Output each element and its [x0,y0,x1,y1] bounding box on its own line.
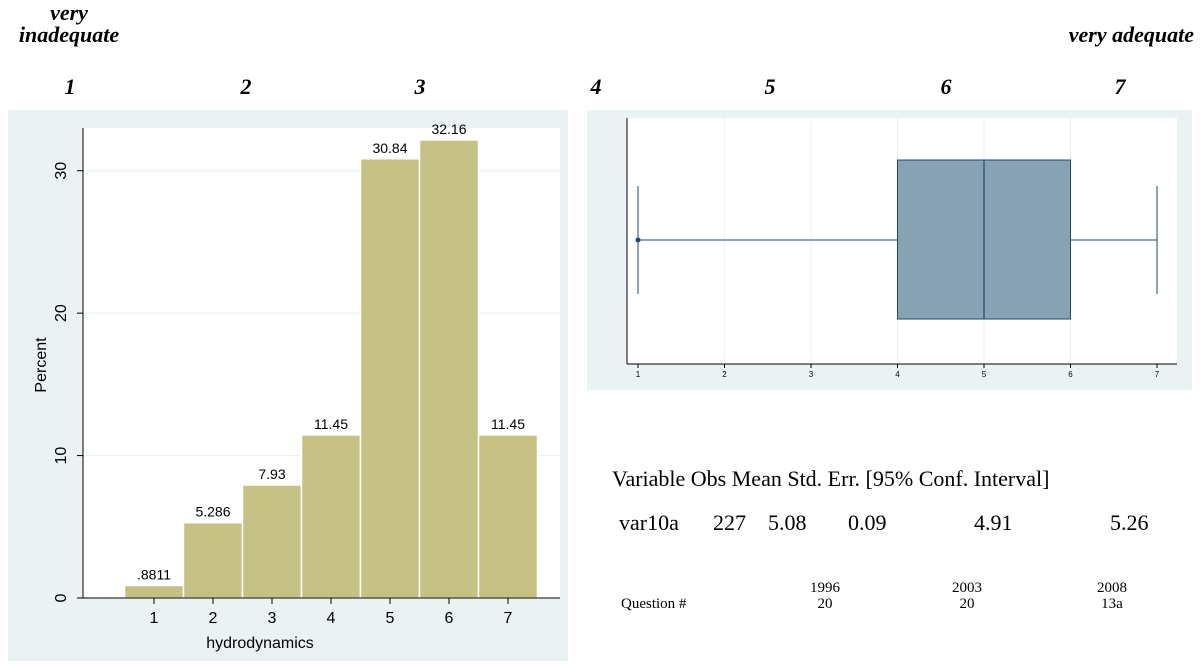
boxplot-x-tick-label: 5 [982,370,987,379]
stats-obs: 227 [713,510,746,535]
question-year: 2003 [952,580,982,596]
boxplot-x-tick-label: 2 [722,370,727,379]
histogram-bar-label: 5.286 [195,504,230,520]
question-2003: 2003 20 [937,580,997,612]
histogram-bar-label: 32.16 [431,121,466,137]
boxplot-x-tick-label: 3 [809,370,814,379]
histogram-y-tick-label: 30 [53,162,70,180]
histogram-x-tick-label: 3 [268,610,277,627]
histogram-bar [477,434,539,599]
histogram-bar-label: .8811 [137,566,171,582]
histogram-bar [123,584,185,599]
scale-number-1: 1 [64,74,76,99]
histogram-y-tick-label: 0 [53,593,70,602]
stats-header: Variable Obs Mean Std. Err. [95% Conf. I… [612,466,1050,491]
histogram-bar [182,521,244,599]
histogram-bar [359,158,421,599]
question-year: 1996 [810,580,840,596]
question-year: 2008 [1097,580,1127,596]
boxplot-min-marker [635,237,641,243]
scale-left-label-line1: very [50,0,88,25]
scale-number-6: 6 [940,74,952,99]
histogram-bar [300,434,362,599]
question-number: 20 [959,596,975,612]
boxplot-x-tick-label: 6 [1068,370,1073,379]
scale-left-label-line2: inadequate [18,22,120,47]
histogram-x-tick-label: 1 [150,610,159,627]
scale-number-5: 5 [764,74,776,99]
histogram-bar [241,484,303,599]
question-number: 20 [817,596,833,612]
histogram-x-tick-label: 4 [327,610,336,627]
scale-number-2: 2 [240,74,252,99]
boxplot-x-tick-label: 7 [1155,370,1160,379]
histogram-y-axis-label: Percent [33,337,50,393]
scale-right-label: very adequate [1068,22,1194,47]
question-number: 13a [1101,596,1123,612]
histogram-x-tick-label: 2 [209,610,218,627]
histogram-chart: 0 10 20 30 1 2 3 4 5 6 7 .8811 5.286 7.93 11.45 30.84 3… [33,121,560,652]
histogram-bar-label: 11.45 [491,416,525,432]
stats-ci-high: 5.26 [1110,510,1149,535]
histogram-x-tick-label: 7 [504,610,513,627]
histogram-bar-label: 30.84 [372,140,407,156]
histogram-bar-label: 11.45 [314,416,348,432]
histogram-y-tick-label: 20 [53,304,70,322]
boxplot-chart: 1 2 3 4 5 6 7 [626,118,1177,379]
question-2008: 2008 13a [1082,580,1142,612]
boxplot-x-tick-label: 1 [636,370,641,379]
histogram-x-tick-label: 5 [386,610,395,627]
scale-number-3: 3 [414,74,426,99]
stats-mean: 5.08 [768,510,807,535]
question-label: Question # [621,596,687,612]
stats-std-err: 0.09 [848,510,887,535]
boxplot-x-tick-label: 4 [895,370,900,379]
histogram-bar-label: 7.93 [258,466,285,482]
scale-left-label: very inadequate [14,2,124,46]
scale-number-4: 4 [590,74,602,99]
histogram-x-tick-label: 6 [445,610,454,627]
histogram-bar [418,139,480,599]
histogram-y-tick-label: 10 [53,447,70,465]
boxplot-panel: 1 2 3 4 5 6 7 [587,110,1192,390]
histogram-x-axis-label: hydrodynamics [206,635,314,652]
histogram-panel: 0 10 20 30 1 2 3 4 5 6 7 .8811 5.286 7.93 11.45 30.84 3… [8,110,568,661]
stats-variable: var10a [619,510,679,535]
scale-number-7: 7 [1114,74,1126,99]
question-1996: 1996 20 [795,580,855,612]
stats-ci-low: 4.91 [974,510,1013,535]
